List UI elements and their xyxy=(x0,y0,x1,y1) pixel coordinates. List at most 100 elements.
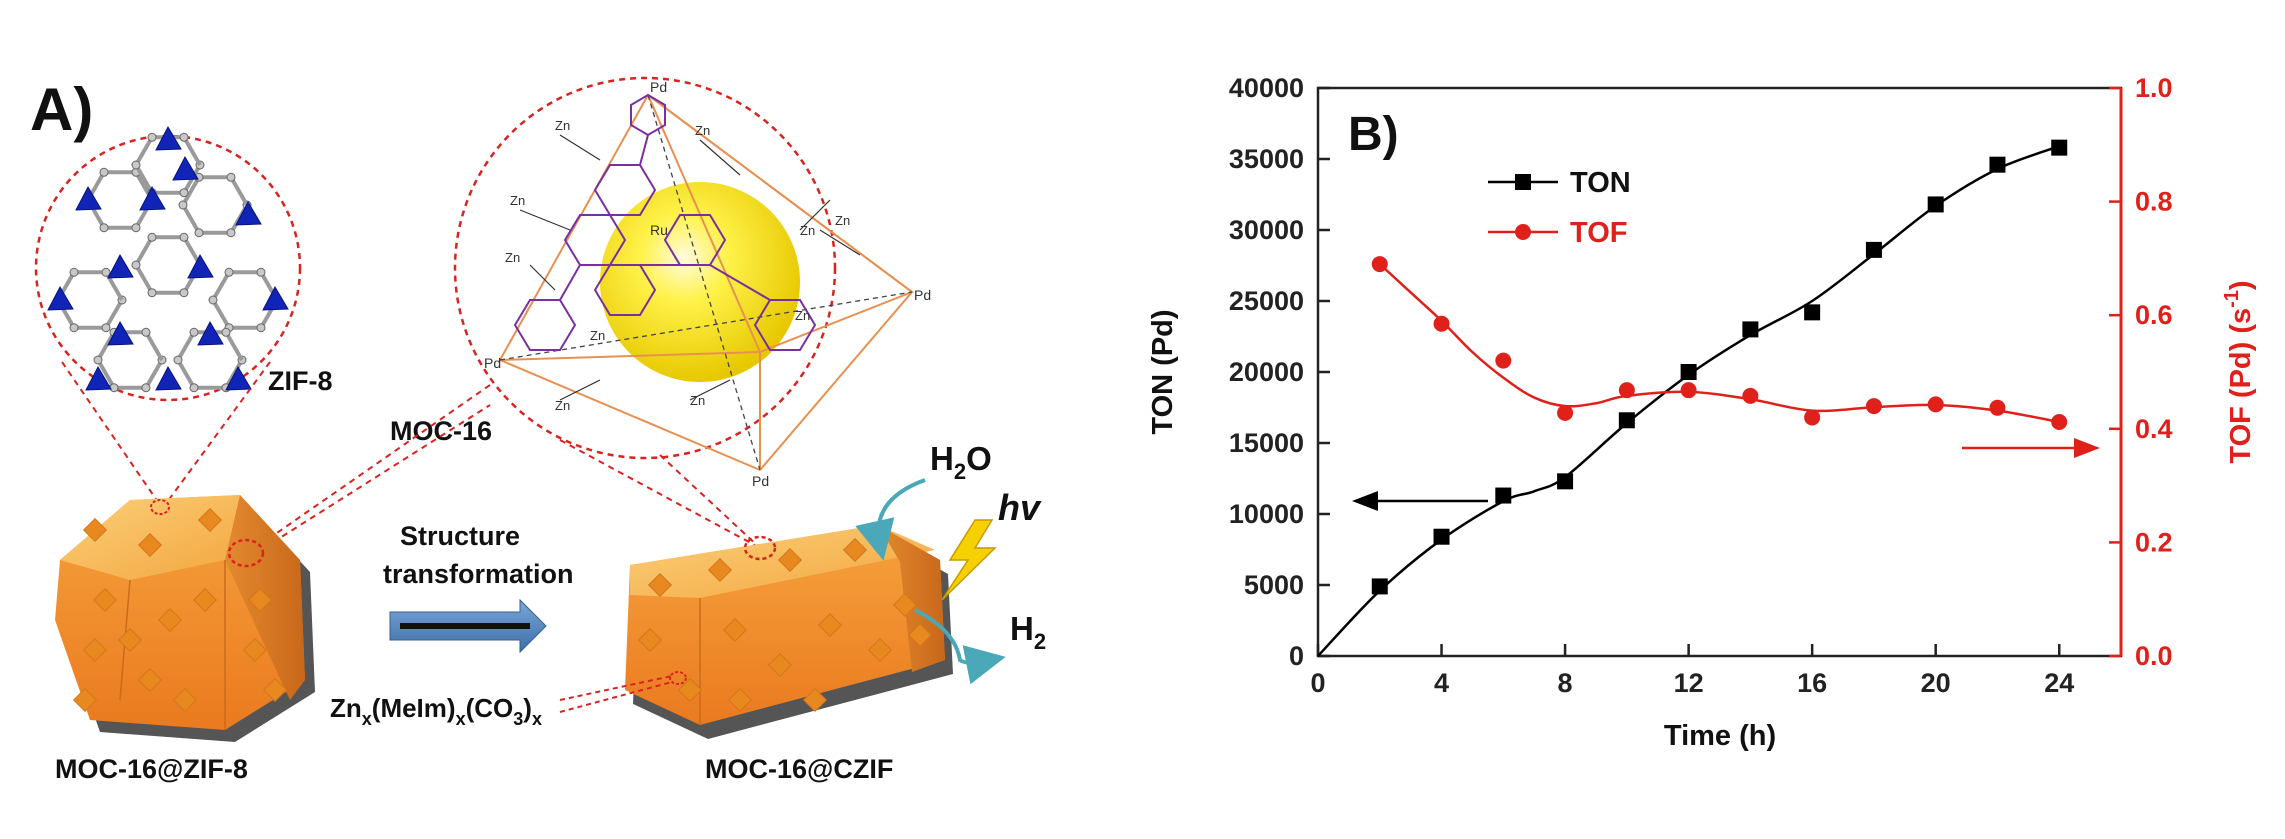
ton-data-point xyxy=(2051,139,2068,156)
structure-label-line2: transformation xyxy=(383,559,574,589)
surface-square xyxy=(647,572,673,598)
y-right-tick-label: 1.0 xyxy=(2135,73,2173,103)
x-tick-label: 0 xyxy=(1310,668,1325,698)
carbonate-label: Znx(MeIm)x(CO3)x xyxy=(330,675,673,729)
transformation-arrow xyxy=(389,598,547,654)
zn-label: Zn xyxy=(800,223,815,238)
surface-square xyxy=(192,587,218,613)
zif-linker xyxy=(134,164,154,194)
zif-linker xyxy=(134,236,154,266)
water-in-arrow xyxy=(855,478,926,561)
ton-data-point xyxy=(1927,196,1944,213)
x-axis-ticks: 0 4 8 12 16 20 24 xyxy=(1310,644,2074,698)
legend-tof-marker xyxy=(1515,224,1531,240)
surface-square xyxy=(767,652,793,678)
zif-linker xyxy=(104,298,124,329)
surface-square xyxy=(117,627,143,653)
zif-atom xyxy=(99,167,109,177)
y-right-tick-label: 0.2 xyxy=(2135,527,2173,557)
surface-square xyxy=(92,587,118,613)
svg-text:Znx(MeIm)x(CO3)x: Znx(MeIm)x(CO3)x xyxy=(330,693,542,729)
zif-atom xyxy=(208,295,218,305)
pd-top-label: Pd xyxy=(650,79,667,95)
panel-b-chart: B) 0 4 8 12 16 20 24 0 5000 10000 15000 20000 25000… xyxy=(1147,73,2257,752)
water-label: H2O xyxy=(930,440,992,484)
tof-data-point xyxy=(1371,256,1388,273)
zif-atom xyxy=(256,267,266,277)
zif-atom xyxy=(224,267,234,277)
surface-square xyxy=(137,532,163,558)
y-right-tick-label: 0.0 xyxy=(2135,641,2173,671)
surface-square xyxy=(172,687,198,713)
tof-data-point xyxy=(1927,396,1944,413)
moc16-zoom-marker-right xyxy=(743,535,777,561)
structure-label-line1: Structure xyxy=(400,521,520,551)
y-left-tick-label: 35000 xyxy=(1229,144,1304,174)
zif-atom xyxy=(147,232,157,242)
zn-tetrahedron xyxy=(47,285,74,311)
zif-atom xyxy=(141,327,151,337)
zif8-zoom-circle xyxy=(34,125,302,402)
ton-data-point xyxy=(1865,241,1882,258)
surface-square xyxy=(677,677,703,703)
zn-tetrahedron xyxy=(107,253,134,279)
surface-square xyxy=(82,517,108,543)
zif-atom xyxy=(226,228,236,238)
ton-data-point xyxy=(1680,364,1697,380)
surface-square xyxy=(802,687,828,713)
moc16-label: MOC-16 xyxy=(390,416,492,446)
zif-linker xyxy=(182,136,202,166)
zif-atom xyxy=(179,188,189,198)
surface-square xyxy=(722,617,748,643)
y-left-tick-label: 15000 xyxy=(1229,428,1304,458)
ton-data-point xyxy=(1495,487,1512,504)
zif-atom xyxy=(147,132,157,142)
octahedron-edges xyxy=(498,93,915,471)
ton-data-point xyxy=(1618,412,1635,429)
surface-square xyxy=(727,687,753,713)
zif-linker xyxy=(211,298,231,329)
zn-label: Zn xyxy=(505,250,520,265)
zif-atom xyxy=(178,200,188,210)
octahedron-back-edges xyxy=(499,94,913,471)
pd-left-label: Pd xyxy=(484,355,501,371)
tof-data-point xyxy=(1433,315,1450,332)
x-tick-label: 4 xyxy=(1434,668,1449,698)
carbonate-sub2: x xyxy=(456,709,466,729)
zif-atom xyxy=(131,223,141,233)
zif-linker xyxy=(181,176,201,206)
tof-data-point xyxy=(1804,409,1821,426)
carbonate-part3: (CO xyxy=(466,693,514,723)
ton-data-point xyxy=(1804,304,1821,321)
y-left-tick-label: 20000 xyxy=(1229,357,1304,387)
y-axis-left-ticks: 0 5000 10000 15000 20000 25000 30000 35000 40000 xyxy=(1229,73,1330,671)
surface-square xyxy=(777,547,803,573)
moc16-zoom-marker-left xyxy=(227,538,265,568)
zif-atom xyxy=(131,160,141,170)
ton-fit-line xyxy=(1317,145,2060,657)
tof-data-point xyxy=(1989,399,2006,416)
tof-data-point xyxy=(2051,413,2068,430)
carbonate-zoom-marker xyxy=(669,671,687,685)
zn-label: Zn xyxy=(510,193,525,208)
tof-axis-arrow xyxy=(1962,438,2100,458)
surface-square xyxy=(262,677,288,703)
zif-atom xyxy=(256,323,266,333)
y-axis-left-title: TON (Pd) xyxy=(1147,309,1179,434)
carbonate-sub4: x xyxy=(532,709,542,729)
zif-atom xyxy=(147,288,157,298)
zif-linker xyxy=(211,271,231,302)
moc16-zoom-circle: Pd Pd Pd Pd Ru Zn Zn Zn Zn Zn Zn Zn Zn Zn Zn xyxy=(453,76,931,489)
zif-atom xyxy=(189,327,199,337)
carbonate-part2: (MeIm) xyxy=(372,693,456,723)
pd-bottom-label: Pd xyxy=(752,473,769,489)
zif-atom xyxy=(179,132,189,142)
panel-b-letter: B) xyxy=(1348,108,1399,161)
zoom-guide-lines xyxy=(61,361,761,561)
legend-ton-label: TON xyxy=(1570,167,1631,199)
carbonate-sub3: 3 xyxy=(513,709,523,729)
plot-frame xyxy=(1316,86,2123,658)
zif-atom xyxy=(226,172,236,182)
zif-atom xyxy=(69,267,79,277)
